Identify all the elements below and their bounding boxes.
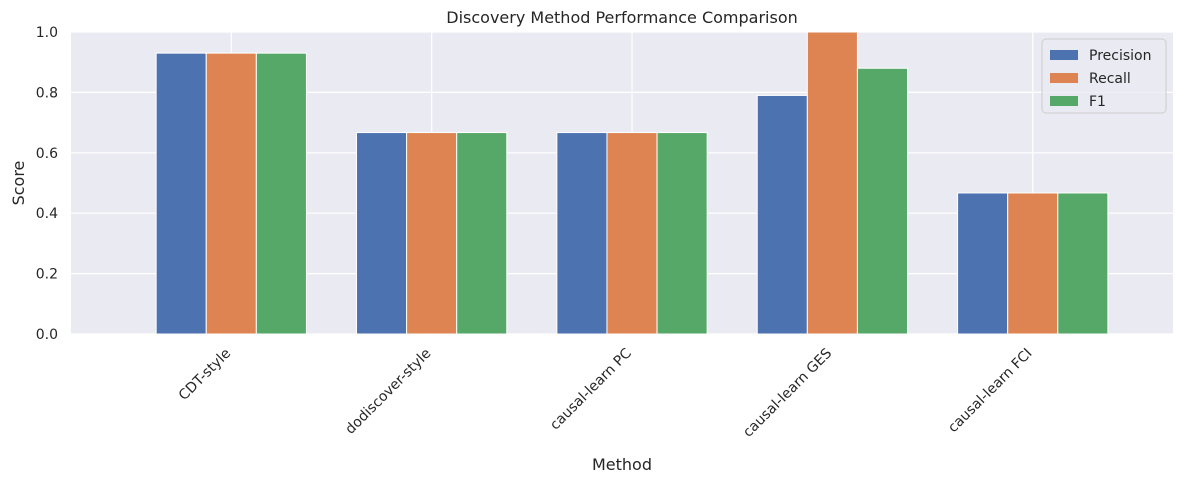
bar-precision-3: [756, 94, 808, 335]
bar-recall-4: [1007, 192, 1059, 335]
x-tick-label: dodiscover-style: [342, 346, 434, 438]
bar-recall-3: [806, 31, 858, 335]
bar-f1-3: [856, 67, 909, 335]
x-axis-label: Method: [592, 455, 652, 474]
y-tick-labels: 0.0 0.2 0.4 0.6 0.8 1.0: [36, 25, 58, 343]
bar-f1-0: [255, 52, 307, 335]
x-tick-label: CDT-style: [176, 346, 234, 404]
bar-recall-2: [606, 132, 658, 335]
x-tick-label: causal-learn GES: [740, 345, 835, 440]
legend-label-f1: F1: [1089, 94, 1106, 110]
bar-f1-4: [1057, 192, 1109, 335]
bar-f1-2: [656, 132, 708, 335]
y-axis-label: Score: [9, 161, 28, 206]
y-tick-label: 0.0: [36, 327, 58, 343]
y-tick-label: 0.2: [36, 267, 58, 283]
y-tick-label: 0.6: [36, 146, 58, 162]
legend-label-precision: Precision: [1089, 48, 1151, 64]
bars: [155, 31, 1109, 335]
bar-precision-4: [957, 192, 1009, 335]
bar-recall-0: [205, 52, 257, 335]
legend-swatch-precision: [1050, 50, 1078, 60]
bar-f1-1: [456, 132, 508, 335]
y-tick-label: 0.4: [36, 206, 58, 222]
legend-label-recall: Recall: [1089, 71, 1131, 87]
bar-precision-2: [556, 132, 608, 335]
bar-precision-0: [155, 52, 207, 335]
x-tick-labels: CDT-style dodiscover-style causal-learn PC…: [176, 345, 1036, 440]
x-tick-label: causal-learn PC: [547, 345, 635, 433]
y-tick-label: 1.0: [36, 25, 58, 41]
bar-recall-1: [406, 132, 458, 335]
chart-title: Discovery Method Performance Comparison: [446, 8, 798, 27]
legend-swatch-f1: [1050, 96, 1078, 106]
bar-precision-1: [356, 132, 408, 335]
x-tick-label: causal-learn FCI: [945, 346, 1035, 436]
legend-swatch-recall: [1050, 73, 1078, 83]
y-tick-label: 0.8: [36, 85, 58, 101]
legend: Precision Recall F1: [1041, 38, 1167, 114]
